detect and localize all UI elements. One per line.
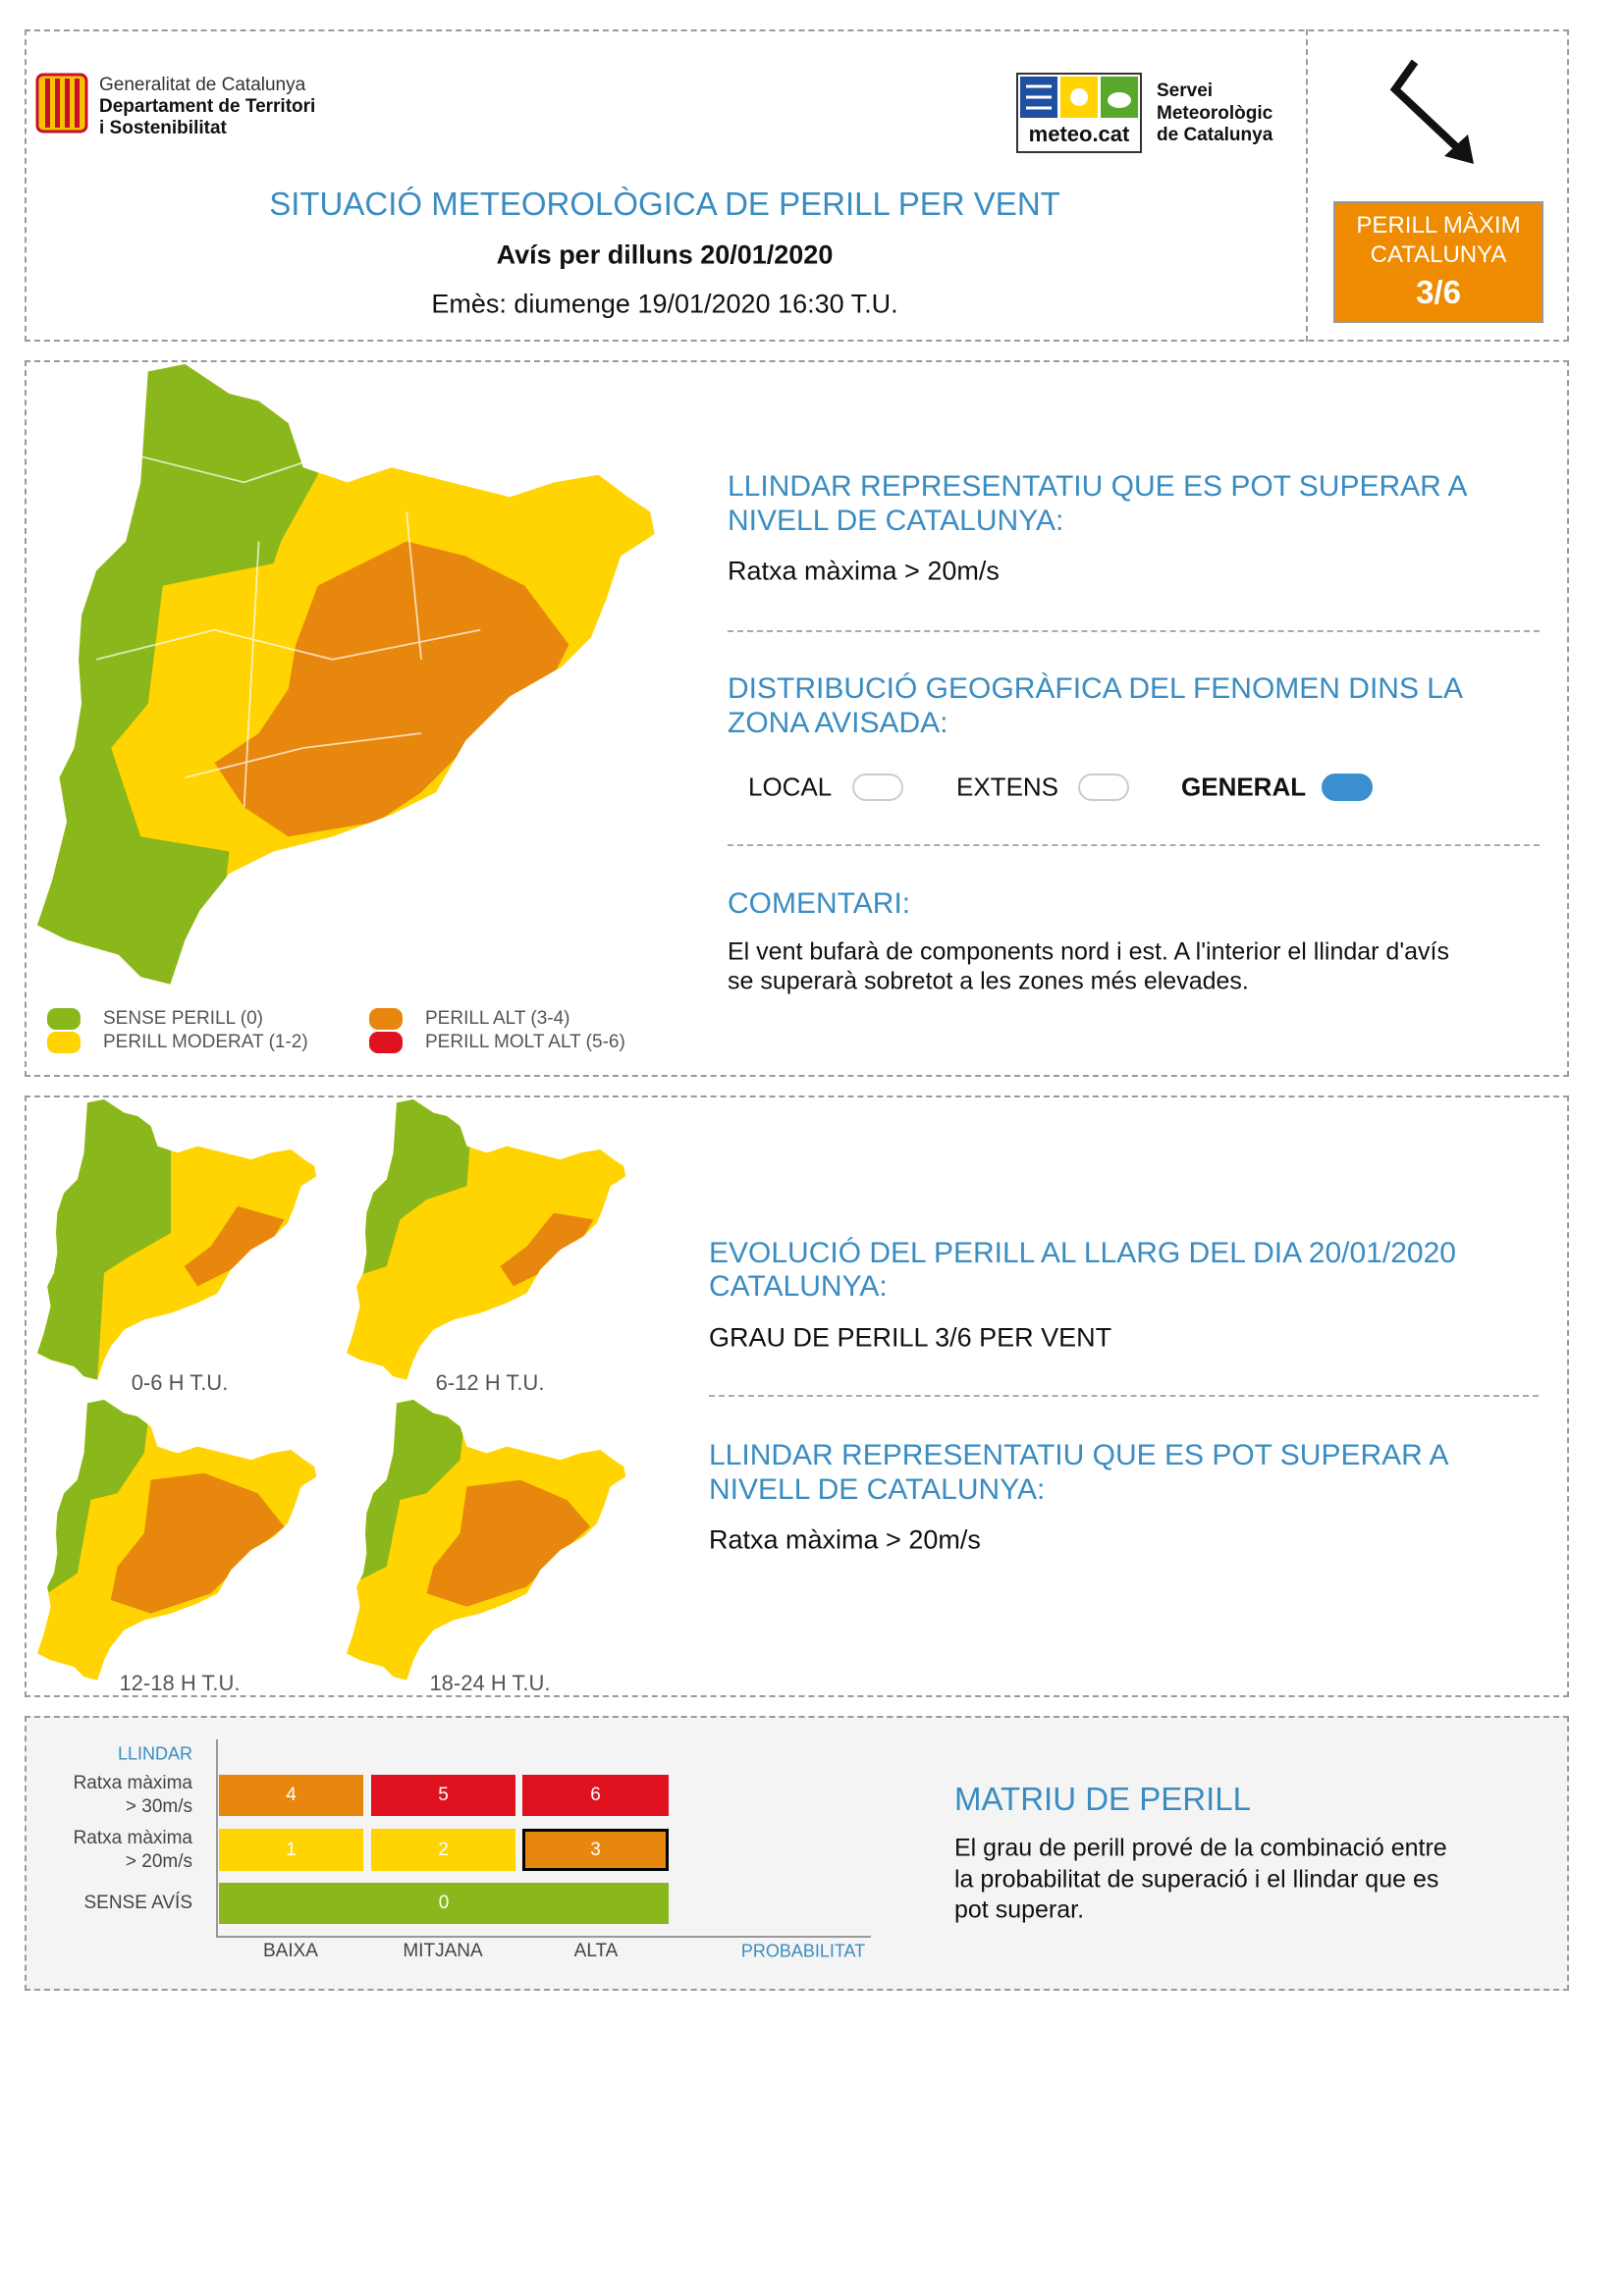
matrix-row-label: > 20m/s [125, 1850, 192, 1872]
matrix-column-label: MITJANA [403, 1941, 483, 1961]
matrix-cell: 2 [371, 1829, 515, 1871]
section-heading: COMENTARI: [728, 887, 911, 920]
legend-label: PERILL MOLT ALT (5-6) [425, 1032, 625, 1052]
title: SITUACIÓ METEOROLÒGICA DE PERILL PER VEN… [269, 186, 1060, 222]
matrix-column-label: ALTA [573, 1941, 619, 1961]
service-line: Meteorològic [1157, 103, 1273, 124]
threshold-text: Ratxa màxima > 20m/s [709, 1524, 981, 1555]
section-heading: ZONA AVISADA: [728, 707, 948, 739]
matrix-cell: 4 [219, 1775, 363, 1816]
service-line: Servei [1157, 80, 1214, 101]
section-heading: LLINDAR REPRESENTATIU QUE ES POT SUPERAR… [728, 470, 1468, 503]
generalitat-logo [35, 73, 88, 133]
distribution-pill [1322, 774, 1373, 801]
comment-line: se superarà sobretot a les zones més ele… [728, 967, 1249, 995]
period-label: 12-18 H T.U. [119, 1671, 241, 1695]
section-heading: LLINDAR REPRESENTATIU QUE ES POT SUPERAR… [709, 1439, 1449, 1471]
matrix-cell: 1 [219, 1829, 363, 1871]
section-heading: DISTRIBUCIÓ GEOGRÀFICA DEL FENOMEN DINS … [728, 672, 1464, 705]
legend-label: SENSE PERILL (0) [103, 1008, 263, 1029]
subtitle: Avís per dilluns 20/01/2020 [496, 240, 834, 270]
section-heading: NIVELL DE CATALUNYA: [728, 505, 1064, 537]
matrix-row-label: > 30m/s [125, 1796, 192, 1817]
legend-swatch [369, 1032, 403, 1053]
main-map [37, 364, 655, 985]
period-label: 18-24 H T.U. [429, 1671, 551, 1695]
matrix-text: El grau de perill prové de la combinació… [954, 1834, 1447, 1862]
separator [709, 1395, 1539, 1397]
org-line: Generalitat de Catalunya [99, 75, 306, 95]
distribution-option: EXTENS [956, 772, 1059, 802]
legend-label: PERILL ALT (3-4) [425, 1008, 570, 1029]
distribution-pill [852, 774, 903, 801]
matrix-row-label: Ratxa màxima [73, 1773, 192, 1793]
section-heading: EVOLUCIÓ DEL PERILL AL LLARG DEL DIA 20/… [709, 1237, 1456, 1269]
max-danger-value: 3/6 [1416, 274, 1461, 310]
matrix-x-axis [216, 1936, 871, 1938]
matrix-cell: 0 [219, 1883, 669, 1924]
comment-line: El vent bufarà de components nord i est.… [728, 937, 1449, 966]
separator [728, 630, 1540, 632]
matrix-cell: 6 [522, 1775, 669, 1816]
issued: Emès: diumenge 19/01/2020 16:30 T.U. [431, 289, 898, 319]
legend-label: PERILL MODERAT (1-2) [103, 1032, 308, 1052]
grade-text: GRAU DE PERILL 3/6 PER VENT [709, 1322, 1112, 1353]
matrix-cell: 3 [522, 1829, 669, 1871]
wind-arrow [1389, 59, 1474, 164]
matrix-cell: 5 [371, 1775, 515, 1816]
section-heading: CATALUNYA: [709, 1270, 888, 1303]
evolution-box [25, 1095, 1569, 1697]
max-danger-label: CATALUNYA [1370, 241, 1507, 268]
distribution-option: GENERAL [1181, 772, 1307, 802]
matrix-axis-title: LLINDAR [117, 1743, 192, 1764]
distribution-pill [1078, 774, 1129, 801]
distribution-option: LOCAL [748, 772, 833, 802]
matrix-title: MATRIU DE PERILL [954, 1781, 1251, 1817]
matrix-x-axis-title: PROBABILITAT [740, 1941, 866, 1961]
period-label: 6-12 H T.U. [435, 1370, 545, 1395]
section-heading: NIVELL DE CATALUNYA: [709, 1473, 1046, 1506]
matrix-column-label: BAIXA [263, 1941, 318, 1961]
matrix-row-label: SENSE AVÍS [83, 1893, 192, 1913]
meteo-logo-text: meteo.cat [1028, 122, 1130, 146]
legend-swatch [47, 1032, 81, 1053]
header-box [25, 29, 1569, 342]
matrix-text: pot superar. [954, 1896, 1085, 1924]
threshold-text: Ratxa màxima > 20m/s [728, 556, 1000, 586]
service-line: de Catalunya [1157, 125, 1273, 145]
period-label: 0-6 H T.U. [131, 1370, 229, 1395]
matrix-text: la probabilitat de superació i el llinda… [954, 1865, 1439, 1894]
separator [728, 844, 1540, 846]
max-danger-label: PERILL MÀXIM [1356, 212, 1521, 239]
meteo-logo [1016, 73, 1142, 153]
max-danger-box [1333, 201, 1543, 323]
maps [37, 364, 655, 1681]
divider [1306, 29, 1308, 342]
legend-swatch [369, 1008, 403, 1030]
matrix-row-label: Ratxa màxima [73, 1827, 192, 1848]
matrix-y-axis [216, 1739, 218, 1936]
map-box [25, 360, 1569, 1077]
org-line: i Sostenibilitat [99, 118, 227, 138]
legend-swatch [47, 1008, 81, 1030]
org-line: Departament de Territori [99, 96, 316, 117]
